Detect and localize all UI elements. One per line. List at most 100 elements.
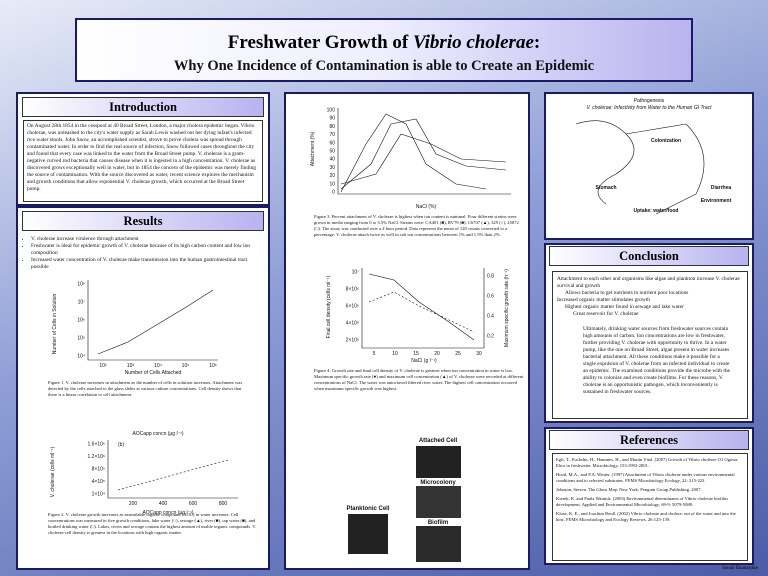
tick-label: 30 bbox=[476, 351, 482, 357]
figure-2-caption: Figure 2. V. cholerae growth increases a… bbox=[48, 512, 257, 535]
curve bbox=[340, 113, 487, 193]
tick-label: 8×10⁶ bbox=[346, 287, 359, 293]
conclusion-item: Highest organic matter found in sewage a… bbox=[565, 304, 684, 310]
tick-label: 600 bbox=[189, 501, 198, 507]
tick-label: 40 bbox=[329, 157, 335, 163]
references-box: Egli, T., Fuchslin, H., Hammes, H., and … bbox=[552, 453, 748, 561]
tick-label: 0.6 bbox=[487, 294, 494, 300]
tick-label: 10⁶ bbox=[77, 318, 85, 324]
label: Attached Cell bbox=[419, 438, 458, 444]
label: Colonization bbox=[651, 138, 681, 144]
curve bbox=[340, 118, 507, 190]
top-label: AOCapp concn (µg l⁻¹) bbox=[132, 431, 183, 437]
conclusion-item: Allows bacteria to get nutrients in nutr… bbox=[565, 290, 689, 296]
label: Uptake: water/food bbox=[633, 208, 678, 214]
tick-label: 10⁶ bbox=[209, 363, 217, 369]
figure-4: Final cell density (cells ml⁻¹) NaCl (g … bbox=[326, 268, 510, 364]
label: Environment bbox=[701, 198, 732, 204]
tick-label: 10³ bbox=[127, 363, 135, 369]
tick-label: 20 bbox=[434, 351, 440, 357]
y-label: V. cholerae (cells ml⁻¹) bbox=[50, 446, 56, 497]
tick-label: 200 bbox=[129, 501, 138, 507]
x-label: AOCapp concn (µg l⁻¹) bbox=[142, 510, 193, 516]
title-main: Freshwater Growth of bbox=[227, 32, 409, 53]
figure-5: Attached Cell Planktonic Cell Microcolon… bbox=[346, 438, 461, 562]
title: Freshwater Growth of Vibrio cholerae: bbox=[77, 32, 691, 54]
gi-tract bbox=[575, 120, 635, 205]
tick-label: 6×10⁶ bbox=[346, 304, 359, 310]
tick-label: 2×10⁶ bbox=[346, 338, 359, 344]
tick-label: 400 bbox=[159, 501, 168, 507]
diagram-subtitle: V. cholerae: Infectivity from Water to t… bbox=[586, 105, 712, 111]
intro-heading: Introduction bbox=[22, 97, 264, 117]
intro-text: On August 28th 1854 in the cesspool at 4… bbox=[23, 120, 263, 202]
tick-label: 0 bbox=[332, 190, 335, 196]
intro-panel: Introduction On August 28th 1854 in the … bbox=[16, 92, 270, 206]
author: Sonali Ekanayake bbox=[722, 566, 758, 571]
label: Planktonic Cell bbox=[346, 506, 389, 512]
results-bullets: V. cholerae increase virulence through a… bbox=[21, 236, 261, 271]
axes bbox=[87, 280, 218, 361]
tick-label: 10 bbox=[392, 351, 398, 357]
conclusion-paragraph: Ultimately, drinking water sources from … bbox=[583, 326, 730, 395]
tick-label: 10⁵ bbox=[182, 363, 190, 369]
tick-label: 1×10⁴ bbox=[92, 492, 105, 498]
bullet: V. cholerae increase virulence through a… bbox=[31, 236, 261, 243]
label: Biofilm bbox=[428, 520, 448, 526]
pathogenesis-panel: Pathogenesis V. cholerae: Infectivity fr… bbox=[544, 92, 754, 240]
axes bbox=[361, 268, 485, 349]
tick-label: 30 bbox=[329, 165, 335, 171]
micrograph bbox=[348, 514, 388, 554]
reference: Klose, K. E., and Joachim Reidl. (2002) … bbox=[556, 511, 736, 522]
curve bbox=[97, 289, 214, 355]
tick-label: 70 bbox=[329, 132, 335, 138]
middle-panel: Attachment (%) NaCl (%) 100 90 80 70 60 50 40 3… bbox=[284, 92, 530, 570]
tick-label: 1.6×10⁶ bbox=[88, 442, 106, 448]
tick-label: 15 bbox=[413, 351, 419, 357]
x-label: NaCl (%) bbox=[416, 204, 437, 210]
curve bbox=[368, 273, 475, 341]
tick-label: 8×10⁵ bbox=[92, 467, 105, 473]
micrograph bbox=[416, 526, 461, 562]
conclusion-heading: Conclusion bbox=[549, 246, 749, 266]
reference: Kierek, K. and Paula Watnick. (2003) Env… bbox=[556, 496, 728, 507]
tick-label: 4×10⁵ bbox=[92, 479, 105, 485]
tick-label: 1.2×10⁶ bbox=[88, 454, 106, 460]
y-label: Number of Cells in Solution bbox=[52, 293, 58, 354]
label: Microcolony bbox=[420, 480, 456, 486]
figure-1: Number of Cells in Solution Number of Ce… bbox=[52, 280, 218, 376]
figure-4-caption: Figure 4. Growth rate and final cell den… bbox=[314, 368, 524, 391]
y-label: Final cell density (cells ml⁻¹) bbox=[326, 275, 332, 338]
figure-3-caption: Figure 3. Percent attachment of V. chole… bbox=[314, 214, 519, 237]
references-panel: References Egli, T., Fuchslin, H., Hamme… bbox=[544, 427, 754, 565]
tick-label: 0.8 bbox=[487, 274, 494, 280]
x-label: Number of Cells Attached bbox=[125, 370, 182, 376]
tick-label: 10⁷ bbox=[78, 300, 86, 306]
tick-label: 10⁴ bbox=[154, 363, 162, 369]
conclusion-panel: Conclusion Attachment to each other and … bbox=[544, 243, 754, 423]
tick-label: 10⁸ bbox=[77, 282, 85, 288]
panel-label: (b) bbox=[118, 442, 124, 448]
curve bbox=[368, 291, 475, 333]
tick-label: 10⁵ bbox=[77, 336, 85, 342]
conclusion-item: Increased organic matter stimulates grow… bbox=[557, 297, 651, 303]
results-panel: Results V. cholerae increase virulence t… bbox=[16, 206, 270, 570]
tick-label: 10 bbox=[329, 181, 335, 187]
figure-3: Attachment (%) NaCl (%) 1009080706050403… bbox=[310, 108, 511, 210]
axes bbox=[107, 440, 238, 499]
y-label: Attachment (%) bbox=[310, 131, 316, 166]
tick-label: 10² bbox=[99, 363, 107, 369]
label: Stomach bbox=[595, 185, 616, 191]
tick-label: 10⁷ bbox=[352, 270, 360, 276]
tick-label: 20 bbox=[329, 173, 335, 179]
tick-label: 100 bbox=[327, 108, 336, 114]
title-italic: Vibrio cholerae bbox=[413, 32, 534, 53]
curve bbox=[340, 133, 507, 185]
pathogenesis-diagram: Pathogenesis V. cholerae: Infectivity fr… bbox=[575, 98, 732, 215]
conclusion-box: Attachment to each other and organisms l… bbox=[552, 271, 748, 419]
trend bbox=[117, 459, 229, 491]
bullet: Increased water concentration of V. chol… bbox=[31, 257, 261, 271]
bullet: Freshwater is ideal for epidemic growth … bbox=[31, 243, 261, 257]
reference: Egli, T., Fuchslin, H., Hammes, H., and … bbox=[556, 457, 738, 468]
